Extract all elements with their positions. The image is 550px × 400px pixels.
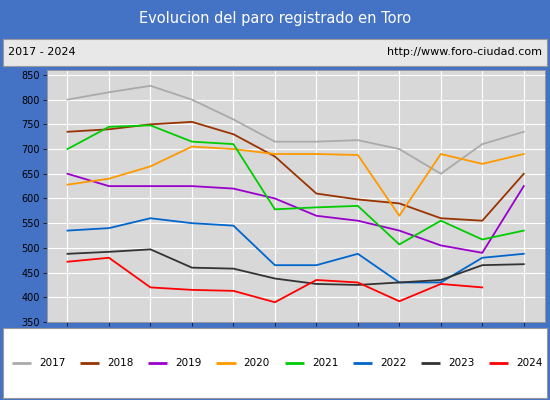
Text: Evolucion del paro registrado en Toro: Evolucion del paro registrado en Toro bbox=[139, 12, 411, 26]
Text: 2020: 2020 bbox=[244, 358, 270, 368]
Text: 2017: 2017 bbox=[40, 358, 66, 368]
Text: 2021: 2021 bbox=[312, 358, 338, 368]
Text: 2018: 2018 bbox=[108, 358, 134, 368]
Text: 2022: 2022 bbox=[380, 358, 406, 368]
Text: http://www.foro-ciudad.com: http://www.foro-ciudad.com bbox=[387, 47, 542, 57]
Text: 2024: 2024 bbox=[516, 358, 542, 368]
Text: 2019: 2019 bbox=[175, 358, 202, 368]
Text: 2017 - 2024: 2017 - 2024 bbox=[8, 47, 76, 57]
Text: 2023: 2023 bbox=[448, 358, 474, 368]
